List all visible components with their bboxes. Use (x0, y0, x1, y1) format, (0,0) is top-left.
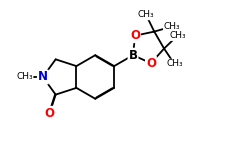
Text: CH₃: CH₃ (166, 59, 183, 68)
Text: CH₃: CH₃ (169, 31, 186, 40)
Text: O: O (146, 57, 156, 70)
Text: B: B (128, 49, 138, 62)
Text: O: O (44, 107, 54, 120)
Text: N: N (38, 70, 48, 84)
Text: O: O (130, 29, 140, 42)
Text: CH₃: CH₃ (16, 72, 33, 81)
Text: CH₃: CH₃ (138, 11, 154, 20)
Text: CH₃: CH₃ (164, 22, 180, 31)
